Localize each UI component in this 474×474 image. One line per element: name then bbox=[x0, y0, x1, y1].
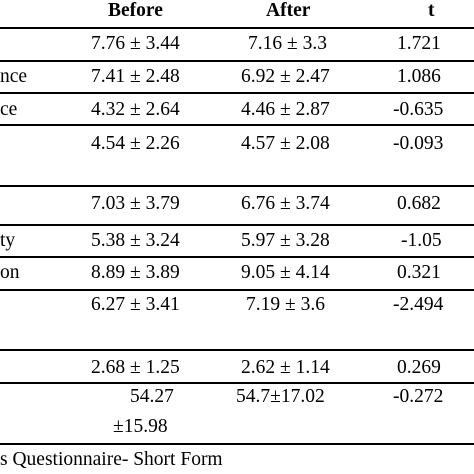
row-rule bbox=[0, 256, 474, 258]
row-3-label: ce bbox=[0, 99, 18, 120]
row-2-after: 6.92 ± 2.47 bbox=[241, 66, 330, 87]
row-1-before: 7.76 ± 3.44 bbox=[91, 33, 180, 54]
row-1-t: 1.721 bbox=[397, 33, 441, 54]
row-4-after: 4.57 ± 2.08 bbox=[241, 133, 330, 154]
header-t: t bbox=[428, 0, 435, 21]
row-8-after: 7.19 ± 3.6 bbox=[246, 294, 325, 315]
row-9-t: 0.269 bbox=[397, 357, 441, 378]
table-bottom-rule bbox=[0, 443, 474, 445]
header-after: After bbox=[266, 0, 311, 21]
row-5-before: 7.03 ± 3.79 bbox=[91, 193, 180, 214]
footnote: s Questionnaire- Short Form bbox=[0, 449, 223, 470]
row-7-after: 9.05 ± 4.14 bbox=[241, 262, 330, 283]
row-10-after: 54.7±17.02 bbox=[236, 386, 325, 407]
row-1-after: 7.16 ± 3.3 bbox=[248, 33, 327, 54]
row-rule bbox=[0, 382, 474, 384]
row-7-before: 8.89 ± 3.89 bbox=[91, 262, 180, 283]
row-8-t: -2.494 bbox=[393, 294, 444, 315]
row-9-after: 2.62 ± 1.14 bbox=[241, 357, 330, 378]
row-7-t: 0.321 bbox=[397, 262, 441, 283]
header-rule bbox=[0, 27, 474, 29]
row-8-before: 6.27 ± 3.41 bbox=[91, 294, 180, 315]
row-5-t: 0.682 bbox=[397, 193, 441, 214]
row-2-label: nce bbox=[0, 66, 28, 87]
row-rule bbox=[0, 349, 474, 351]
row-6-t: -1.05 bbox=[401, 230, 442, 251]
row-10-before-line2: ±15.98 bbox=[113, 416, 168, 437]
row-3-t: -0.635 bbox=[393, 99, 444, 120]
row-5-after: 6.76 ± 3.74 bbox=[241, 193, 330, 214]
row-rule bbox=[0, 124, 474, 126]
row-rule bbox=[0, 185, 474, 187]
row-3-after: 4.46 ± 2.87 bbox=[241, 99, 330, 120]
row-2-t: 1.086 bbox=[397, 66, 441, 87]
row-rule bbox=[0, 60, 474, 62]
row-4-t: -0.093 bbox=[393, 133, 444, 154]
row-6-before: 5.38 ± 3.24 bbox=[91, 230, 180, 251]
row-9-before: 2.68 ± 1.25 bbox=[91, 357, 180, 378]
row-10-before: 54.27 bbox=[130, 386, 174, 407]
row-rule bbox=[0, 224, 474, 226]
row-4-before: 4.54 ± 2.26 bbox=[91, 133, 180, 154]
row-rule bbox=[0, 92, 474, 94]
row-rule bbox=[0, 289, 474, 291]
row-6-after: 5.97 ± 3.28 bbox=[241, 230, 330, 251]
row-6-label: ty bbox=[0, 230, 16, 251]
row-2-before: 7.41 ± 2.48 bbox=[91, 66, 180, 87]
row-3-before: 4.32 ± 2.64 bbox=[91, 99, 180, 120]
header-before: Before bbox=[108, 0, 163, 21]
row-7-label: on bbox=[0, 262, 20, 283]
row-10-t: -0.272 bbox=[393, 386, 444, 407]
